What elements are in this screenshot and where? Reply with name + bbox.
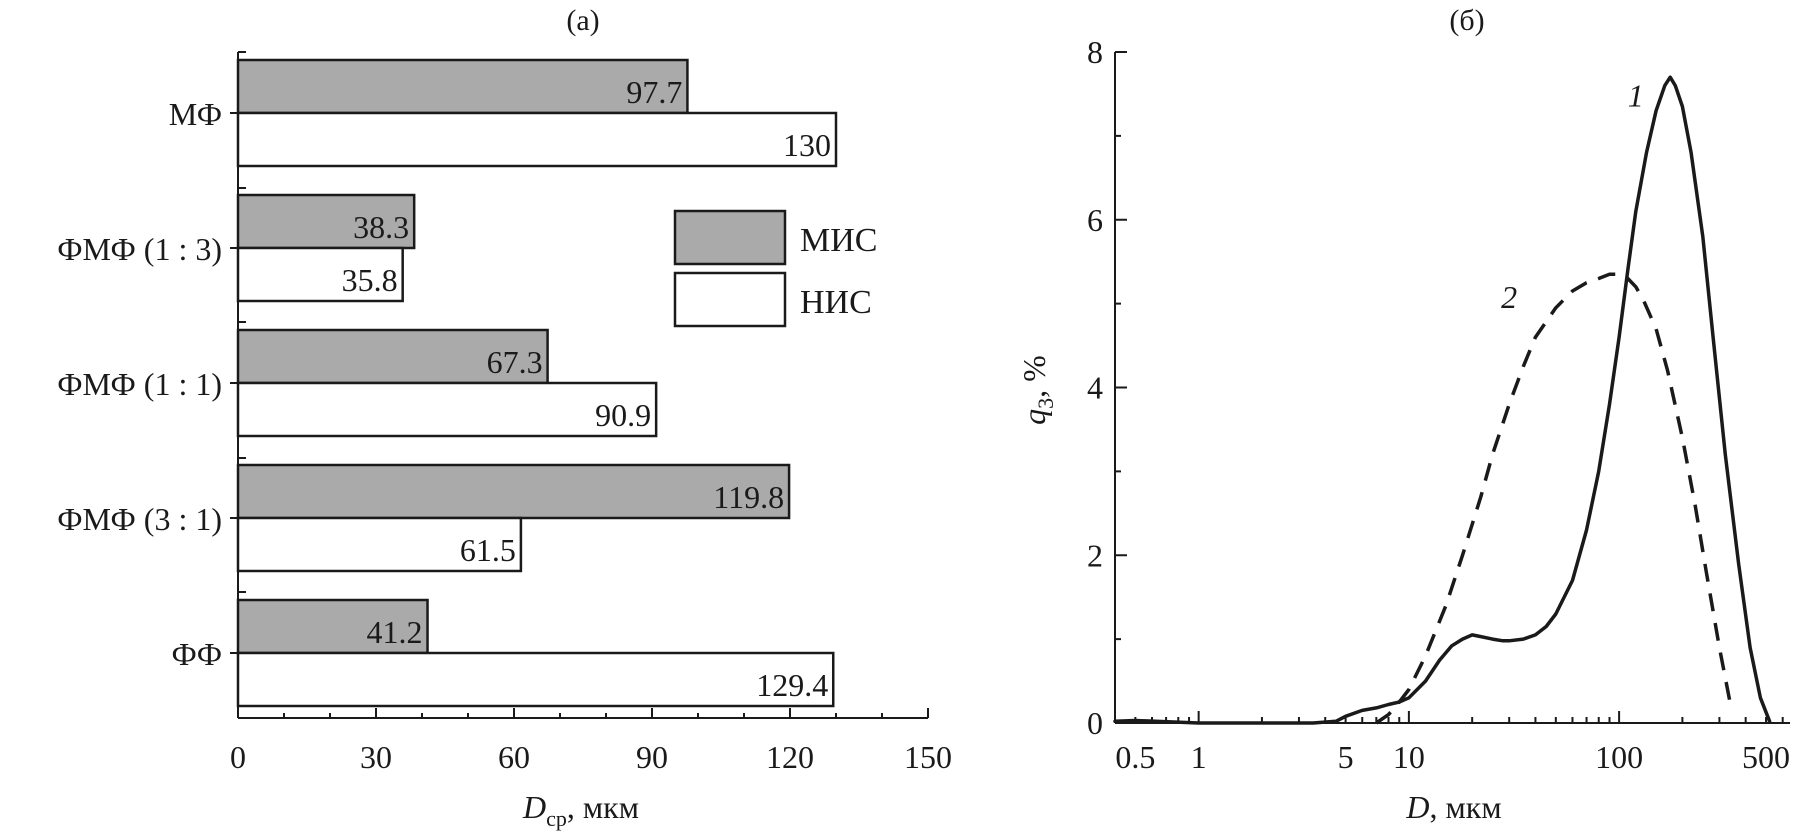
legend-swatch bbox=[673, 209, 787, 266]
bar-value-label: 41.2 bbox=[367, 614, 423, 650]
y-tick-label: 2 bbox=[1087, 537, 1103, 573]
bar-value-label: 130 bbox=[783, 127, 831, 163]
panel-a-label: (а) bbox=[566, 4, 599, 37]
curve-group: 12 bbox=[1113, 75, 1772, 725]
bar-value-label: 90.9 bbox=[595, 397, 651, 433]
x-tick-label: 60 bbox=[498, 739, 530, 775]
series-line-2 bbox=[1375, 272, 1733, 725]
panel-b-label: (б) bbox=[1449, 4, 1484, 37]
x-axis-label-b-main: D bbox=[1405, 789, 1429, 825]
bar bbox=[236, 246, 404, 303]
x-axis-label-b-unit: , мкм bbox=[1430, 789, 1502, 825]
category-label: ФМФ (3 : 1) bbox=[57, 501, 222, 537]
x-axis-label-b: D, мкм bbox=[1405, 789, 1501, 825]
category-label: ФФ bbox=[171, 636, 222, 672]
x-tick-label: 120 bbox=[766, 739, 814, 775]
curve-label-2: 2 bbox=[1501, 279, 1517, 315]
y-axis-label-b-main: q bbox=[1016, 409, 1052, 425]
y-axis-label-b-unit: , % bbox=[1016, 355, 1052, 398]
category-label: ФМФ (1 : 3) bbox=[57, 231, 222, 267]
legend-swatch bbox=[673, 271, 787, 328]
legend-label: МИС bbox=[800, 222, 877, 259]
x-tick-label: 5 bbox=[1338, 739, 1354, 775]
y-axis-label-b: q3, % bbox=[1016, 355, 1058, 425]
x-axis-label-unit: , мкм bbox=[567, 789, 639, 825]
bar bbox=[236, 58, 689, 115]
panel-a-axes: 0 30 60 90 120 150 bbox=[230, 51, 952, 775]
x-tick-label: 500 bbox=[1742, 739, 1790, 775]
bar bbox=[236, 651, 835, 708]
legend-label: НИС bbox=[800, 284, 872, 321]
x-tick-label: 150 bbox=[904, 739, 952, 775]
x-axis-label: Dср, мкм bbox=[522, 789, 639, 831]
legend: МИС НИС bbox=[673, 209, 877, 328]
y-tick-label: 0 bbox=[1087, 705, 1103, 741]
x-tick-label: 90 bbox=[636, 739, 668, 775]
x-tick-label: 100 bbox=[1595, 739, 1643, 775]
x-axis-label-subscript: ср bbox=[546, 806, 567, 831]
bar bbox=[236, 381, 658, 438]
x-axis-label-main: D bbox=[522, 789, 546, 825]
bar-value-label: 97.7 bbox=[626, 74, 682, 110]
series-line-1 bbox=[1113, 75, 1772, 725]
x-tick-label: 0 bbox=[230, 739, 246, 775]
bar-group: 97.7 130 МФ 38.3 35.8 ФМФ (1 : 3) 67.3 90.9 ФМФ … bbox=[57, 58, 838, 708]
y-tick-label: 6 bbox=[1087, 202, 1103, 238]
bar bbox=[236, 111, 838, 168]
x-tick-label: 1 bbox=[1191, 739, 1207, 775]
bar-value-label: 38.3 bbox=[353, 209, 409, 245]
bar-value-label: 67.3 bbox=[487, 344, 543, 380]
y-axis-label-b-subscript: 3 bbox=[1033, 398, 1058, 409]
bar-value-label: 61.5 bbox=[460, 532, 516, 568]
category-label: ФМФ (1 : 1) bbox=[57, 366, 222, 402]
bar-value-label: 119.8 bbox=[713, 479, 784, 515]
panel-a-bar-chart: (а) 97.7 130 МФ 38.3 35.8 ФМФ (1 : 3) 67.3 90.9… bbox=[57, 4, 952, 831]
bar-value-label: 35.8 bbox=[342, 262, 398, 298]
bar-value-label: 129.4 bbox=[756, 667, 828, 703]
bar bbox=[236, 516, 523, 573]
panel-b-axes: 0 2 4 6 8 0.5 1 5 10 100 500 bbox=[1087, 34, 1790, 775]
curve-label-1: 1 bbox=[1628, 78, 1644, 114]
y-tick-label: 8 bbox=[1087, 34, 1103, 70]
bar bbox=[236, 463, 791, 520]
x-tick-label: 0.5 bbox=[1115, 739, 1155, 775]
x-tick-label: 30 bbox=[360, 739, 392, 775]
x-tick-label: 10 bbox=[1393, 739, 1425, 775]
category-label: МФ bbox=[169, 96, 222, 132]
y-tick-label: 4 bbox=[1087, 370, 1103, 406]
